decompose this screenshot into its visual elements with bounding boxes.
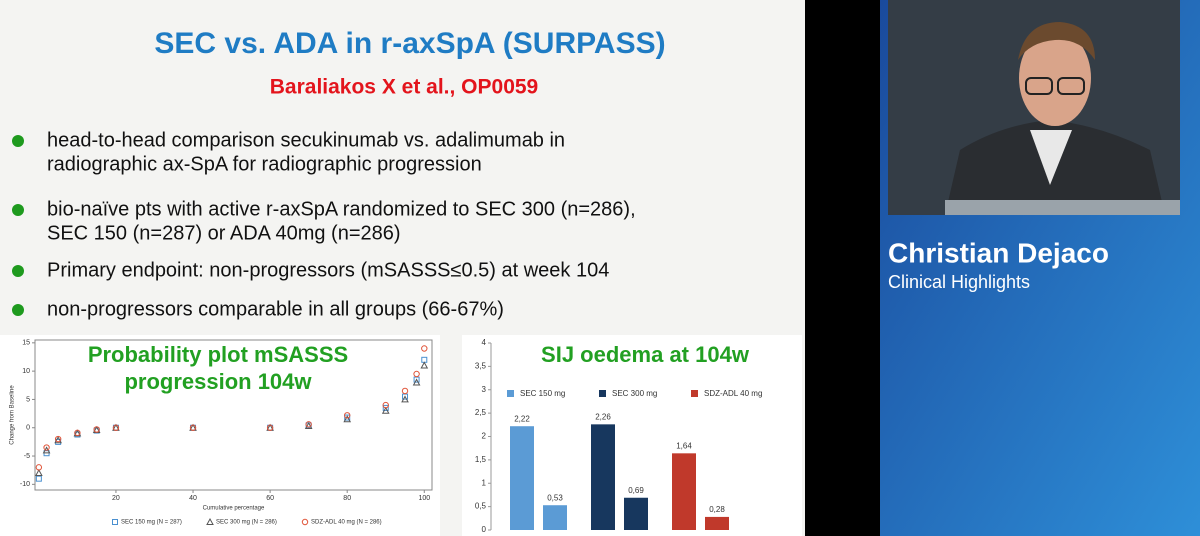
legend-label: SDZ-ADL 40 mg bbox=[704, 389, 762, 398]
point bbox=[401, 387, 409, 395]
x-tick-label: 60 bbox=[266, 495, 274, 502]
point bbox=[93, 426, 100, 433]
bar bbox=[510, 426, 534, 530]
bullet-text: SEC 150 (n=287) or ADA 40mg (n=286) bbox=[47, 222, 401, 244]
legend-swatch bbox=[599, 390, 606, 397]
y-tick-label: 1,5 bbox=[475, 455, 487, 464]
y-tick-label: 3,5 bbox=[475, 361, 487, 370]
point bbox=[382, 404, 389, 411]
bar bbox=[705, 516, 729, 530]
bar bbox=[543, 505, 567, 530]
point bbox=[112, 519, 118, 525]
point bbox=[54, 435, 62, 443]
y-tick-label: 5 bbox=[26, 396, 30, 403]
bar bbox=[591, 424, 615, 530]
point bbox=[401, 395, 409, 403]
point bbox=[305, 421, 312, 428]
bullet-dot bbox=[12, 135, 24, 147]
point bbox=[35, 468, 43, 477]
y-tick-label: 4 bbox=[482, 338, 487, 347]
legend-label: SEC 300 mg (N = 286) bbox=[216, 520, 277, 526]
y-tick-label: 0,5 bbox=[475, 502, 487, 511]
value-label: 1,64 bbox=[676, 441, 692, 450]
slide-title: SEC vs. ADA in r-axSpA (SURPASS) bbox=[154, 27, 665, 60]
speaker-role: Clinical Highlights bbox=[888, 272, 1030, 292]
bullet-dot bbox=[12, 204, 24, 216]
point bbox=[412, 378, 421, 386]
slide-subtitle: Baraliakos X et al., OP0059 bbox=[270, 76, 539, 99]
bullet-dot bbox=[12, 304, 24, 316]
point bbox=[266, 424, 274, 431]
y-tick-label: 0 bbox=[482, 525, 487, 534]
legend-swatch bbox=[691, 390, 698, 397]
point bbox=[420, 361, 429, 369]
value-label: 2,22 bbox=[514, 414, 530, 423]
x-axis-label: Cumulative percentage bbox=[203, 506, 265, 512]
point bbox=[304, 421, 313, 430]
x-tick-label: 40 bbox=[189, 495, 197, 502]
chart-title: progression 104w bbox=[124, 369, 312, 394]
chart-title: SIJ oedema at 104w bbox=[541, 342, 750, 367]
plot-panel bbox=[0, 335, 440, 536]
speaker-name: Christian Dejaco bbox=[888, 237, 1109, 268]
y-tick-label: 15 bbox=[22, 340, 30, 347]
point bbox=[301, 518, 309, 526]
bullet-text: bio-naïve pts with active r-axSpA random… bbox=[47, 198, 636, 220]
value-label: 0,28 bbox=[709, 505, 725, 514]
point bbox=[35, 464, 43, 471]
y-axis-label: Change from Baseline bbox=[10, 385, 16, 445]
chart-title: Probability plot mSASSS bbox=[88, 342, 348, 367]
point bbox=[112, 424, 120, 431]
bullet-text: head-to-head comparison secukinumab vs. … bbox=[47, 129, 565, 151]
bullet-text: radiographic ax-SpA for radiographic pro… bbox=[47, 153, 482, 175]
point bbox=[421, 345, 428, 352]
point bbox=[35, 475, 42, 482]
legend-label: SEC 150 mg (N = 287) bbox=[121, 520, 182, 526]
y-tick-label: 3 bbox=[482, 385, 487, 394]
legend-label: SEC 150 mg bbox=[520, 389, 565, 398]
point bbox=[413, 370, 420, 378]
point bbox=[54, 436, 62, 444]
plot-frame bbox=[34, 339, 433, 491]
speaker-video bbox=[888, 0, 1180, 215]
y-tick-label: 1 bbox=[482, 478, 487, 487]
legend-label: SDZ-ADL 40 mg (N = 286) bbox=[311, 520, 382, 526]
point bbox=[43, 444, 50, 451]
x-tick-label: 100 bbox=[418, 495, 430, 502]
legend-label: SEC 300 mg bbox=[612, 389, 657, 398]
bar bbox=[672, 453, 696, 530]
y-tick-label: -10 bbox=[20, 481, 30, 488]
point bbox=[206, 517, 214, 525]
x-tick-label: 20 bbox=[112, 495, 120, 502]
value-label: 2,26 bbox=[595, 412, 611, 421]
bullet-text: non-progressors comparable in all groups… bbox=[47, 298, 504, 320]
point bbox=[382, 401, 389, 409]
y-tick-label: 10 bbox=[22, 368, 30, 375]
bullet-text: Primary endpoint: non-progressors (mSASS… bbox=[47, 259, 609, 281]
value-label: 0,69 bbox=[628, 486, 644, 495]
legend-swatch bbox=[507, 390, 514, 397]
x-tick-label: 80 bbox=[343, 495, 351, 502]
point bbox=[343, 415, 352, 423]
bar bbox=[624, 497, 648, 530]
y-tick-label: 2,5 bbox=[475, 408, 487, 417]
point bbox=[344, 414, 351, 421]
y-tick-label: 0 bbox=[26, 425, 30, 432]
y-tick-label: 2 bbox=[482, 432, 487, 441]
bullet-dot bbox=[12, 265, 24, 277]
point bbox=[381, 406, 390, 414]
point bbox=[344, 412, 351, 419]
value-label: 0,53 bbox=[547, 493, 563, 502]
y-tick-label: -5 bbox=[24, 453, 30, 460]
point bbox=[189, 424, 197, 431]
point bbox=[74, 429, 81, 437]
